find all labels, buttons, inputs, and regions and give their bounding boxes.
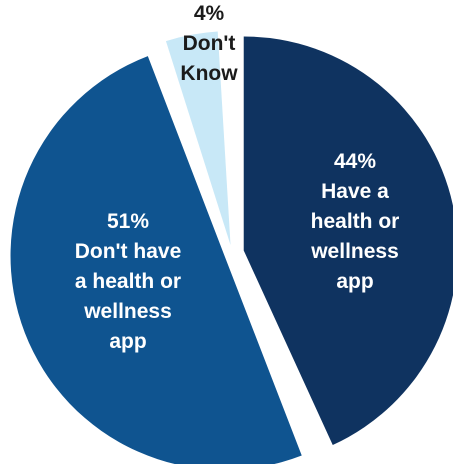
pie-slice-value: 51%	[107, 210, 149, 233]
pie-slice-value: 4%	[194, 2, 225, 25]
pie-slice-text-line: Have a	[321, 180, 389, 203]
pie-slice-1	[243, 36, 453, 446]
pie-slice-label-2: 51% Don't have a health or wellness app	[75, 210, 182, 353]
pie-slices	[10, 31, 453, 464]
pie-slice-text-line: wellness	[310, 240, 399, 263]
pie-slice-text-line: app	[336, 270, 373, 293]
pie-slice-value: 44%	[334, 150, 376, 173]
pie-slice-2	[10, 56, 302, 464]
pie-slice-label-3: 4% Don't Know	[180, 2, 238, 85]
pie-slice-text-line: wellness	[83, 300, 172, 323]
pie-labels: 44% Have a health or wellness app 51% Don't ha…	[75, 2, 400, 353]
pie-slice-text-line: a health or	[75, 270, 181, 293]
pie-slice-label-1: 44% Have a health or wellness app	[310, 150, 399, 293]
pie-slice-text-line: app	[109, 330, 146, 353]
pie-slice-text-line: Don't	[183, 32, 236, 55]
pie-slice-3	[165, 31, 231, 246]
pie-slice-text-line: health or	[311, 210, 400, 233]
pie-slice-text-line: Don't have	[75, 240, 182, 263]
pie-slice-text-line: Know	[180, 62, 238, 85]
